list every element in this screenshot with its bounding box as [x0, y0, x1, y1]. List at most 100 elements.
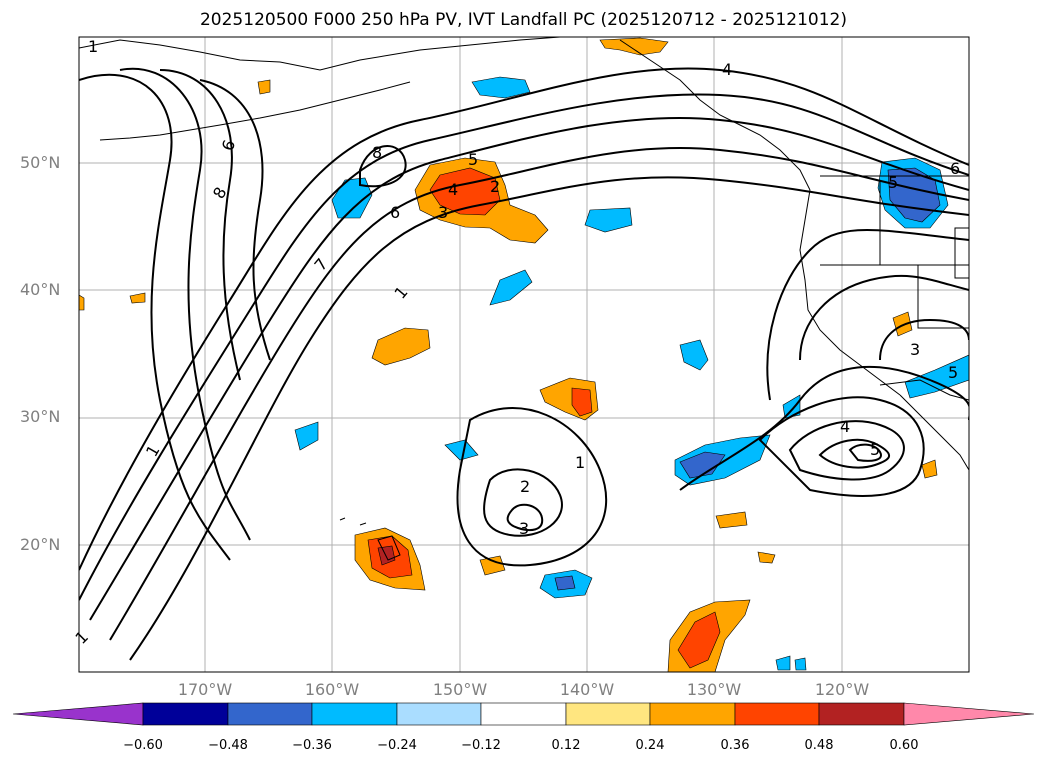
colorbar-tick: −0.60 [123, 738, 163, 753]
pv-contour-east-4 [818, 438, 890, 469]
bc-coast [799, 189, 901, 396]
lon-label-170w: 170°W [177, 680, 233, 699]
colorbar [12, 702, 1035, 726]
pv-contour-jet-4 [109, 147, 969, 641]
lon-label-150w: 150°W [432, 680, 488, 699]
aleutian-chain [99, 81, 411, 141]
colorbar-bin-1 [142, 702, 229, 726]
lat-label-50n: 50°N [20, 153, 61, 172]
mexico-border [879, 379, 969, 401]
colorbar-tick: 0.36 [720, 738, 750, 753]
shade-south-positive-g [479, 555, 506, 576]
shade-west-positive-j [79, 294, 85, 311]
pv-contour-coast-2 [799, 274, 969, 361]
contour-label-5: 5 [888, 173, 898, 192]
contour-label-3: 3 [438, 203, 448, 222]
shade-gulf-alaska-negative [471, 76, 531, 99]
shade-north-negative-a [331, 177, 373, 219]
map-panel [79, 37, 969, 672]
contour-label-2: 2 [520, 477, 530, 496]
pv-contour-jet-3 [89, 117, 969, 621]
pv-contour-west-4 [199, 79, 271, 361]
lat-label-30n: 30°N [20, 407, 61, 426]
shade-west-negative-f [294, 421, 319, 451]
contour-label-5: 5 [870, 440, 880, 459]
contour-label-1: 1 [88, 37, 98, 56]
pv-contour-east-1 [679, 365, 969, 491]
pv-contour-jet-5 [129, 176, 969, 661]
pv-contours [79, 67, 969, 661]
state-border-c [917, 265, 969, 329]
colorbar-bin-3 [311, 702, 398, 726]
colorbar-tick: 0.48 [804, 738, 834, 753]
pv-contour-west-2 [119, 67, 251, 541]
shade-east-positive-k [757, 551, 776, 564]
lon-label-140w: 140°W [559, 680, 615, 699]
shade-pnw-negative-core [887, 167, 941, 223]
shade-southeast-core [677, 611, 721, 669]
colorbar-bin-9 [818, 702, 905, 726]
pv-contour-subtrop-1 [456, 407, 608, 567]
pv-contour-jet-2 [79, 93, 969, 601]
map-title: 2025120500 F000 250 hPa PV, IVT Landfall… [199, 10, 847, 30]
colorbar-extend-high [903, 702, 1035, 726]
pv-contour-subtrop-2 [483, 468, 563, 537]
colorbar-tick: −0.24 [377, 738, 417, 753]
pv-contour-west-3 [159, 69, 241, 381]
gridlines [79, 37, 969, 672]
shade-midpac-negative-b [584, 207, 633, 233]
lon-label-160w: 160°W [304, 680, 360, 699]
shade-west-positive-i [129, 292, 146, 304]
shade-east-positive-c [715, 511, 748, 529]
colorbar-tick: 0.60 [889, 738, 919, 753]
pv-contour-east-3 [788, 420, 905, 481]
colorbar-bin-4 [396, 702, 482, 726]
shade-south-negative-h-core [554, 575, 576, 591]
lat-label-20n: 20°N [20, 535, 61, 554]
pv-contour-west-1 [79, 73, 231, 561]
contour-label-5: 5 [468, 150, 478, 169]
pv-contour-loop-8 [359, 145, 407, 188]
hawaii-islands [339, 517, 401, 561]
shade-hawaii-darkcore [377, 545, 396, 566]
map-frame [78, 36, 970, 673]
contour-label-3: 3 [910, 340, 920, 359]
shade-far-south-negative [775, 655, 791, 671]
shade-cal-positive [921, 459, 938, 479]
colorbar-tick: 0.12 [551, 738, 581, 753]
state-border-d [954, 227, 969, 279]
contour-label-4: 4 [840, 417, 850, 436]
colorbar-tick: −0.36 [292, 738, 332, 753]
contour-label-2: 2 [490, 177, 500, 196]
contour-label-6: 6 [390, 203, 400, 222]
contour-label-1: 1 [575, 453, 585, 472]
colorbar-bin-7 [649, 702, 736, 726]
colorbar-extend-low [12, 702, 144, 726]
pv-contour-subtrop-3 [506, 503, 544, 532]
contour-label-6: 6 [950, 159, 960, 178]
pv-contour-coast-1 [766, 229, 969, 401]
shade-baja-positive [892, 311, 913, 337]
lon-label-130w: 130°W [686, 680, 742, 699]
pv-contour-jet-1 [79, 67, 969, 571]
lon-label-120w: 120°W [814, 680, 870, 699]
shade-midpac-negative-e [444, 439, 479, 461]
alaska-coast [79, 37, 561, 71]
colorbar-bin-5 [480, 702, 567, 726]
colorbar-tick: −0.12 [461, 738, 501, 753]
shade-far-south-negative-b [794, 657, 807, 671]
baja-coast [899, 394, 969, 471]
shade-midpac-negative-c [489, 269, 533, 306]
contour-label-4: 4 [448, 180, 458, 199]
colorbar-bin-8 [734, 702, 820, 726]
shade-baja-negative [904, 354, 969, 399]
shade-subtrop-positive-b-core [571, 387, 593, 417]
contour-label-3: 3 [519, 519, 529, 538]
shade-east-negative-d [782, 394, 801, 419]
colorbar-tick: −0.48 [208, 738, 248, 753]
shade-subtrop-positive-a [371, 327, 431, 366]
shade-gulf-alaska-positive [599, 37, 669, 56]
colorbar-bin-2 [227, 702, 313, 726]
colorbar-bin-6 [565, 702, 651, 726]
